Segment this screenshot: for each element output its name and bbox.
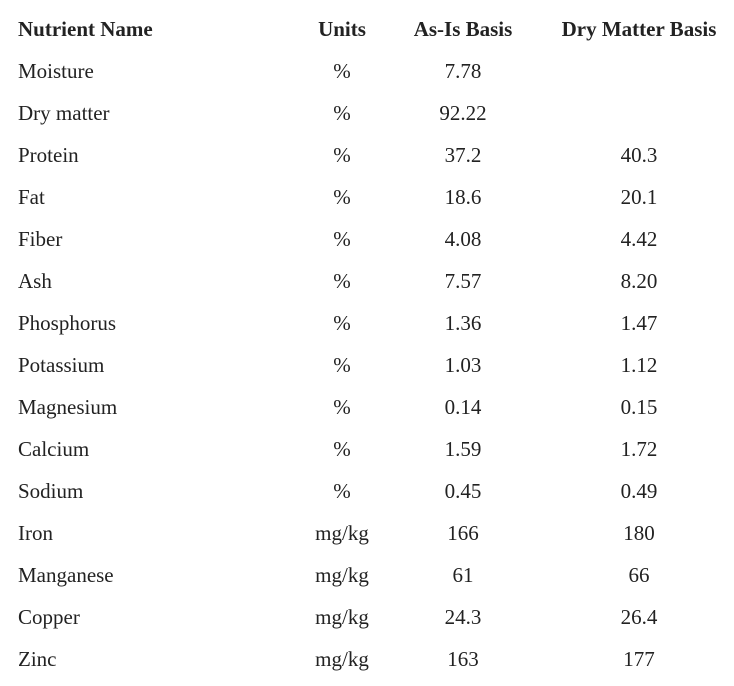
units: mg/kg	[315, 605, 369, 629]
nutrient-name: Zinc	[18, 647, 57, 671]
column-header: Dry Matter Basis	[561, 17, 717, 41]
nutrient-name: Magnesium	[18, 395, 118, 419]
as-is-value: 1.59	[444, 437, 482, 461]
units: %	[333, 185, 351, 209]
as-is-value: 37.2	[444, 143, 482, 167]
dry-matter-value: 66	[628, 563, 650, 587]
nutrient-name: Moisture	[18, 59, 94, 83]
units: mg/kg	[315, 521, 369, 545]
nutrient-name: Dry matter	[18, 101, 110, 125]
as-is-value: 7.57	[444, 269, 482, 293]
dry-matter-value: 180	[623, 521, 655, 545]
units: %	[333, 143, 351, 167]
nutrient-name: Potassium	[18, 353, 105, 377]
units: %	[333, 59, 351, 83]
dry-matter-value: 1.12	[620, 353, 658, 377]
dry-matter-value: 20.1	[620, 185, 658, 209]
as-is-value: 1.36	[444, 311, 482, 335]
nutrient-name: Fat	[18, 185, 45, 209]
nutrient-name: Copper	[18, 605, 80, 629]
units: mg/kg	[315, 563, 369, 587]
nutrient-name: Calcium	[18, 437, 90, 461]
as-is-value: 18.6	[444, 185, 482, 209]
units: %	[333, 353, 351, 377]
as-is-value: 92.22	[439, 101, 487, 125]
dry-matter-value: 1.72	[620, 437, 658, 461]
as-is-value: 4.08	[444, 227, 482, 251]
as-is-value: 1.03	[444, 353, 482, 377]
dry-matter-value: 0.49	[620, 479, 658, 503]
units: %	[333, 101, 351, 125]
nutrient-name: Phosphorus	[18, 311, 117, 335]
column-header: As-Is Basis	[413, 17, 513, 41]
units: %	[333, 479, 351, 503]
units: %	[333, 311, 351, 335]
dry-matter-value: 4.42	[620, 227, 658, 251]
as-is-value: 0.14	[444, 395, 482, 419]
as-is-value: 61	[452, 563, 474, 587]
units: %	[333, 269, 351, 293]
dry-matter-value: 8.20	[620, 269, 658, 293]
units: %	[333, 395, 351, 419]
as-is-value: 0.45	[444, 479, 482, 503]
as-is-value: 24.3	[444, 605, 482, 629]
dry-matter-value: 40.3	[620, 143, 658, 167]
units: %	[333, 227, 351, 251]
nutrient-name: Iron	[18, 521, 53, 545]
as-is-value: 166	[447, 521, 479, 545]
as-is-value: 163	[447, 647, 479, 671]
units: mg/kg	[315, 647, 369, 671]
column-header: Units	[318, 17, 366, 41]
nutrient-name: Sodium	[18, 479, 84, 503]
dry-matter-value: 177	[623, 647, 655, 671]
nutrient-name: Manganese	[18, 563, 114, 587]
as-is-value: 7.78	[444, 59, 482, 83]
nutrient-name: Ash	[18, 269, 52, 293]
column-header: Nutrient Name	[18, 17, 153, 41]
nutrient-name: Fiber	[18, 227, 63, 251]
nutrient-name: Protein	[18, 143, 79, 167]
dry-matter-value: 26.4	[620, 605, 658, 629]
dry-matter-value: 0.15	[620, 395, 658, 419]
dry-matter-value: 1.47	[620, 311, 658, 335]
units: %	[333, 437, 351, 461]
